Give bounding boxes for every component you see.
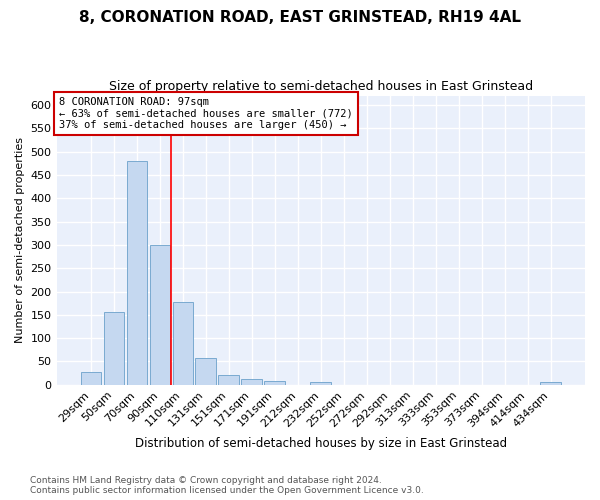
Bar (149, 245, 170, 385)
Bar (540, 382, 561, 385)
Bar (80, 372, 101, 385)
Bar (218, 375, 239, 385)
Text: 8, CORONATION ROAD, EAST GRINSTEAD, RH19 4AL: 8, CORONATION ROAD, EAST GRINSTEAD, RH19… (79, 10, 521, 25)
Text: Contains HM Land Registry data © Crown copyright and database right 2024.
Contai: Contains HM Land Registry data © Crown c… (30, 476, 424, 495)
Bar (196, 358, 216, 385)
Title: Size of property relative to semi-detached houses in East Grinstead: Size of property relative to semi-detach… (109, 80, 533, 93)
X-axis label: Distribution of semi-detached houses by size in East Grinstead: Distribution of semi-detached houses by … (135, 437, 507, 450)
Bar (104, 312, 124, 385)
Bar (265, 381, 285, 385)
Bar (173, 302, 193, 385)
Y-axis label: Number of semi-detached properties: Number of semi-detached properties (15, 137, 25, 343)
Bar (310, 382, 331, 385)
Bar (241, 379, 262, 385)
Text: 8 CORONATION ROAD: 97sqm
← 63% of semi-detached houses are smaller (772)
37% of : 8 CORONATION ROAD: 97sqm ← 63% of semi-d… (59, 97, 353, 130)
Bar (127, 161, 147, 385)
